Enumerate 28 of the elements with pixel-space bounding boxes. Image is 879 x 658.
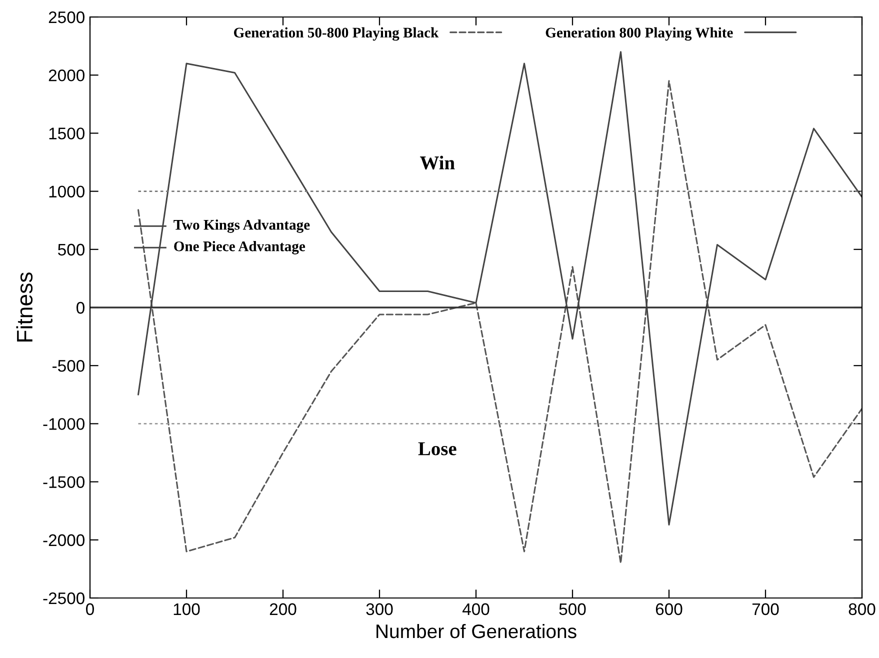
- ref-line-label: Lose: [418, 442, 456, 456]
- x-tick-label: 200: [270, 603, 296, 616]
- y-tick-label: -1000: [43, 418, 84, 430]
- y-axis-title: Fitness: [16, 272, 33, 342]
- y-tick-label: 500: [58, 244, 84, 256]
- x-tick-label: 0: [86, 603, 94, 616]
- x-tick-label: 100: [174, 603, 200, 616]
- x-tick-label: 700: [752, 603, 779, 616]
- y-tick-label: 1000: [49, 186, 84, 198]
- y-tick-label: 2000: [48, 70, 84, 82]
- y-tick-label: -2500: [43, 592, 84, 604]
- x-tick-label: 600: [656, 603, 682, 616]
- x-tick-label: 500: [559, 603, 586, 616]
- y-tick-label: -1500: [43, 476, 84, 488]
- x-tick-label: 800: [848, 603, 876, 616]
- x-axis-title: Number of Generations: [376, 624, 576, 638]
- y-tick-label: 0: [76, 302, 84, 314]
- y-tick-label: -500: [52, 360, 84, 372]
- annotation: One Piece Advantage: [174, 240, 306, 254]
- y-tick-label: 1500: [49, 128, 84, 140]
- annotation: Two Kings Advantage: [174, 219, 310, 233]
- ref-line-label: Win: [420, 156, 455, 170]
- y-tick-label: 2500: [48, 11, 84, 24]
- x-tick-label: 400: [462, 603, 490, 616]
- x-tick-label: 300: [366, 603, 393, 616]
- legend-label: Generation 800 Playing White: [546, 27, 733, 41]
- y-tick-label: -2000: [43, 534, 84, 546]
- legend-label: Generation 50-800 Playing Black: [234, 27, 439, 41]
